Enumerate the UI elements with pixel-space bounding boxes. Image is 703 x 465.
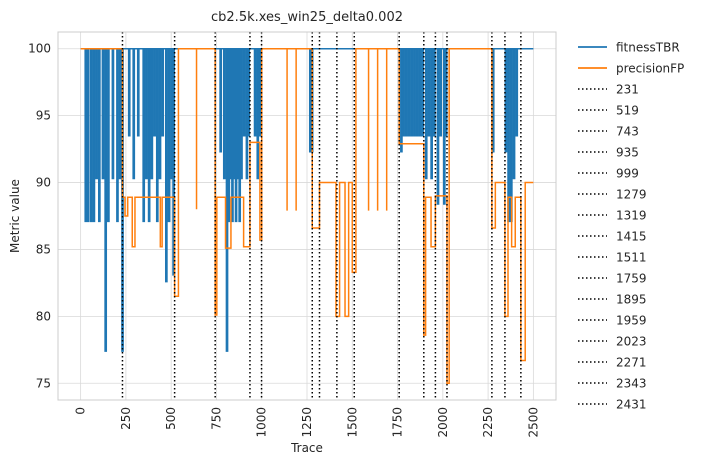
legend-label-1895: 1895 xyxy=(616,293,647,307)
plot-area xyxy=(80,47,534,385)
plot-frame xyxy=(57,31,557,401)
x-tick-label: 1000 xyxy=(255,407,269,438)
vertical-markers xyxy=(121,32,522,400)
legend-label-231: 231 xyxy=(616,83,639,97)
x-tick-label: 500 xyxy=(164,407,178,430)
x-tick-label: 0 xyxy=(74,407,88,415)
legend-label-1279: 1279 xyxy=(616,188,647,202)
chart-title: cb2.5k.xes_win25_delta0.002 xyxy=(211,10,403,25)
legend-label-743: 743 xyxy=(616,125,639,139)
x-tick-label: 2000 xyxy=(436,407,450,438)
legend-label-fitnessTBR: fitnessTBR xyxy=(616,41,680,55)
legend-label-519: 519 xyxy=(616,104,639,118)
x-tick-label: 1250 xyxy=(300,407,314,438)
legend-label-1759: 1759 xyxy=(616,272,647,286)
grid xyxy=(58,32,556,400)
y-tick-label: 80 xyxy=(36,309,51,323)
x-tick-label: 2500 xyxy=(526,407,540,438)
legend-label-2431: 2431 xyxy=(616,398,647,412)
x-tick-label: 1500 xyxy=(345,407,359,438)
y-tick-label: 75 xyxy=(36,376,51,390)
x-axis-label: Trace xyxy=(290,441,323,455)
axes: 0 250 500 750 1000 1250 1500 1750 2000 2250 2500 75… xyxy=(28,31,557,438)
legend-label-2023: 2023 xyxy=(616,335,647,349)
legend-label-1959: 1959 xyxy=(616,314,647,328)
legend-label-2343: 2343 xyxy=(616,377,647,391)
x-tick-label: 1750 xyxy=(391,407,405,438)
legend-label-1415: 1415 xyxy=(616,230,647,244)
legend: fitnessTBR precisionFP 231 519 743 935 999 1279… xyxy=(578,41,684,412)
y-tick-label: 100 xyxy=(28,42,51,56)
x-tick-label: 750 xyxy=(209,407,223,430)
y-tick-label: 85 xyxy=(36,242,51,256)
legend-label-1319: 1319 xyxy=(616,209,647,223)
series-line-fitnessTBR xyxy=(80,47,534,352)
legend-label-1511: 1511 xyxy=(616,251,647,265)
legend-label-precisionFP: precisionFP xyxy=(616,62,684,76)
series-line-precisionFP xyxy=(80,47,534,385)
x-tick-label: 2250 xyxy=(481,407,495,438)
legend-label-935: 935 xyxy=(616,146,639,160)
y-tick-label: 95 xyxy=(36,109,51,123)
legend-label-2271: 2271 xyxy=(616,356,647,370)
x-tick-label: 250 xyxy=(119,407,133,430)
legend-label-999: 999 xyxy=(616,167,639,181)
y-axis-label: Metric value xyxy=(8,179,22,253)
y-tick-label: 90 xyxy=(36,176,51,190)
